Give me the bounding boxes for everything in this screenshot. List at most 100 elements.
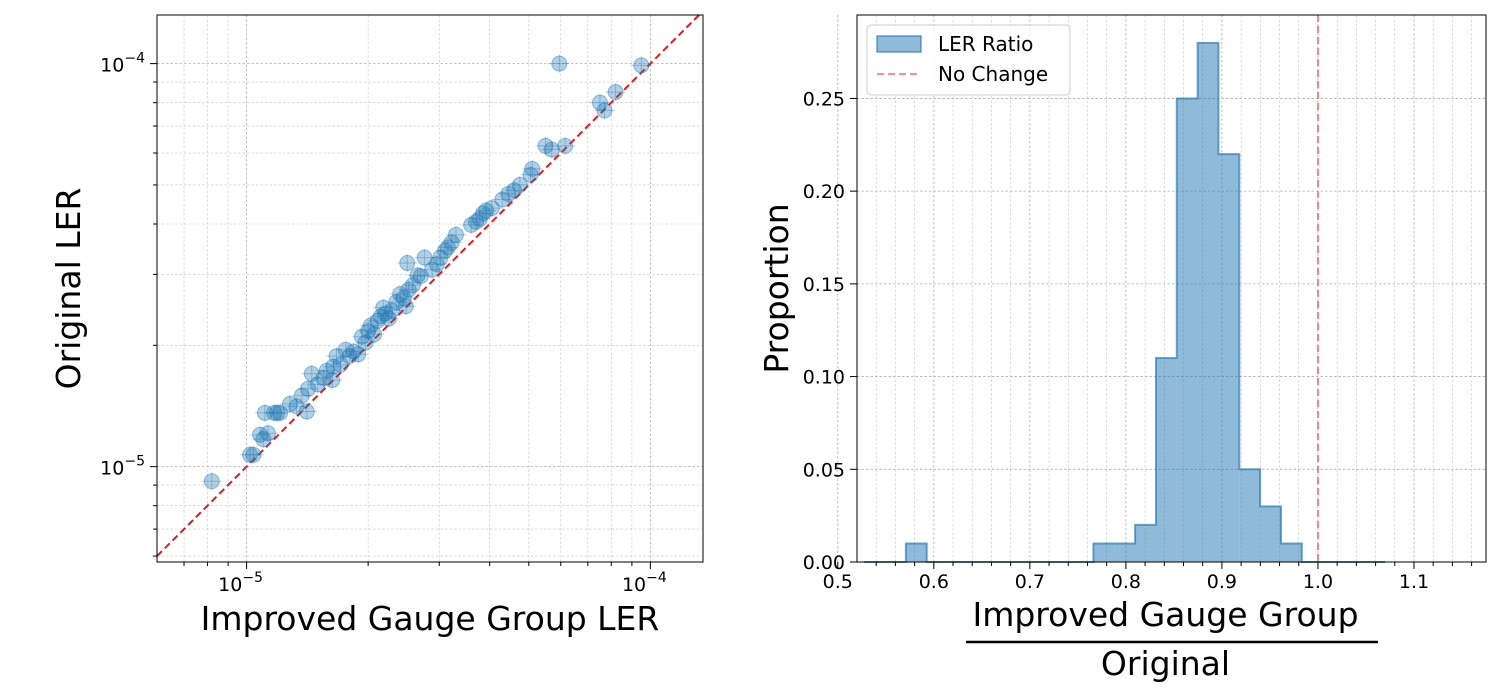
scatter-point [369, 312, 386, 329]
histogram-y-tick-label: 0.25 [803, 88, 845, 110]
scatter-point [468, 213, 485, 230]
histogram-legend: LER Ratio No Change [866, 24, 1071, 96]
scatter-point [366, 326, 383, 343]
histogram-bars [905, 42, 1302, 563]
scatter-point [309, 376, 326, 393]
histogram-bar [1114, 543, 1136, 562]
scatter-point [522, 166, 539, 183]
histogram-gridlines [837, 15, 1486, 563]
scatter-point [511, 176, 528, 193]
scatter-point [591, 94, 608, 111]
scatter-point [416, 249, 433, 266]
histogram-bar [1155, 358, 1177, 562]
scatter-point [409, 267, 426, 284]
histogram-y-tick-label: 0.10 [803, 367, 845, 389]
scatter-point [375, 299, 392, 316]
scatter-point [436, 242, 453, 259]
scatter-point [377, 305, 394, 322]
scatter-gridlines [157, 15, 703, 562]
scatter-point [255, 431, 272, 448]
scatter-point [483, 200, 500, 217]
scatter-point [392, 286, 409, 303]
scatter-point [353, 328, 370, 345]
scatter-point [443, 234, 460, 251]
scatter-point [395, 290, 412, 307]
histogram-y-tick-label: 0.05 [803, 459, 845, 481]
scatter-point [494, 191, 511, 208]
scatter-y-tick-label: 10−4 [100, 51, 145, 77]
scatter-point [300, 380, 317, 397]
scatter-y-tick-label: 10−5 [100, 454, 145, 480]
scatter-point [324, 372, 341, 389]
scatter-point [428, 256, 445, 273]
scatter-point [399, 255, 416, 272]
scatter-point [252, 426, 269, 443]
histogram-x-label-numerator: Improved Gauge Group [972, 595, 1358, 634]
histogram-y-axis-label: Proportion [757, 203, 796, 373]
scatter-point [269, 404, 286, 421]
scatter-point [463, 216, 480, 233]
scatter-point [298, 403, 315, 420]
histogram-bar [1280, 543, 1302, 562]
scatter-frame [156, 14, 704, 563]
histogram-x-tick-label: 0.5 [823, 571, 853, 593]
scatter-y-axis-label: Original LER [49, 188, 88, 390]
scatter-point [345, 343, 362, 360]
scatter-point [256, 404, 273, 421]
scatter-point [362, 317, 379, 334]
scatter-identity-line [156, 14, 700, 557]
scatter-point [388, 294, 405, 311]
scatter-point [383, 302, 400, 319]
scatter-point [288, 398, 305, 415]
histogram-bar [1135, 524, 1156, 562]
scatter-point [293, 387, 310, 404]
histogram-bar [1197, 42, 1219, 563]
histogram-bar [1176, 98, 1198, 563]
histogram-x-tick-label: 0.8 [1111, 571, 1141, 593]
scatter-point [332, 356, 349, 373]
histogram-bar [1260, 506, 1281, 562]
scatter-points [201, 54, 652, 491]
scatter-point [203, 473, 220, 490]
scatter-point [557, 137, 574, 154]
histogram-bar [905, 543, 927, 562]
scatter-point [500, 185, 517, 202]
scatter-point [412, 268, 429, 285]
scatter-point [372, 308, 389, 325]
scatter-point [543, 141, 560, 158]
scatter-point [318, 362, 335, 379]
scatter-point [341, 348, 358, 365]
scatter-point [537, 137, 554, 154]
scatter-panel: 10−5 10−4 10−5 10−4 Improved Gauge Group LE… [49, 14, 704, 638]
scatter-point [524, 160, 541, 177]
histogram-x-label-denominator: Original [1101, 644, 1230, 683]
scatter-point [447, 226, 464, 243]
histogram-y-tick-label: 0.15 [803, 274, 845, 296]
histogram-ticks: 0.5 0.6 0.7 0.8 0.9 1.0 1.1 0.00 0.05 0.10 0.15 0.2… [803, 88, 1473, 593]
histogram-bar [1093, 543, 1115, 562]
legend-no-change-label: No Change [938, 62, 1048, 86]
scatter-point [432, 249, 449, 266]
scatter-x-tick-label: 10−4 [622, 570, 667, 596]
histogram-x-tick-label: 0.7 [1015, 571, 1045, 593]
histogram-x-tick-label: 0.6 [919, 571, 949, 593]
scatter-point [404, 277, 421, 294]
histogram-y-tick-label: 0.00 [803, 552, 845, 574]
legend-ler-ratio-label: LER Ratio [938, 32, 1033, 56]
scatter-x-axis-label: Improved Gauge Group LER [201, 599, 660, 638]
histogram-bar [1218, 154, 1240, 562]
histogram-frame [856, 14, 1487, 563]
histogram-y-tick-label: 0.20 [803, 181, 845, 203]
scatter-point [439, 239, 456, 256]
scatter-point [506, 182, 523, 199]
histogram-step-outline [864, 41, 1386, 563]
scatter-point [596, 102, 613, 119]
scatter-point [478, 202, 495, 219]
scatter-point [424, 261, 441, 278]
scatter-point [357, 334, 374, 351]
scatter-point [607, 84, 624, 101]
scatter-x-tick-label: 10−5 [218, 570, 263, 596]
scatter-point [303, 365, 320, 382]
scatter-point [325, 358, 342, 375]
